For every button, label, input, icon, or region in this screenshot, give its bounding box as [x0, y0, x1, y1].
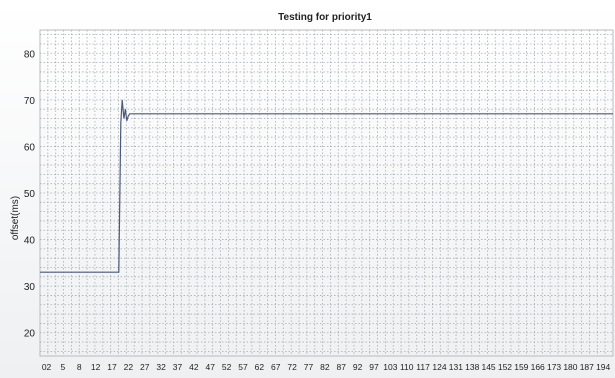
x-tick-label: 159: [514, 362, 528, 372]
x-tick-label: 72: [287, 362, 297, 372]
x-tick-label: 52: [222, 362, 232, 372]
x-tick-label: 187: [580, 362, 594, 372]
x-tick-label: 194: [596, 362, 610, 372]
x-tick-label: 57: [238, 362, 248, 372]
grid-layer: [40, 30, 613, 356]
y-tick-label: 30: [24, 282, 36, 293]
x-tick-label: 77: [304, 362, 314, 372]
x-tick-label: 92: [353, 362, 363, 372]
x-tick-label: 67: [271, 362, 281, 372]
x-tick-label: 5: [61, 362, 66, 372]
x-tick-label: 17: [107, 362, 117, 372]
x-tick-label: 37: [173, 362, 183, 372]
x-tick-label: 47: [206, 362, 216, 372]
y-axis-label: offset(ms): [10, 196, 21, 240]
x-tick-label: 152: [498, 362, 512, 372]
y-tick-label: 60: [24, 142, 36, 153]
x-tick-label: 22: [124, 362, 134, 372]
y-tick-label: 80: [24, 49, 36, 60]
x-tick-label: 32: [156, 362, 166, 372]
chart-title: Testing for priority1: [278, 12, 372, 23]
x-tick-label: 145: [481, 362, 495, 372]
series-layer: [40, 99, 613, 273]
x-tick-label: 124: [432, 362, 446, 372]
x-tick-label: 131: [449, 362, 463, 372]
x-tick-label: 87: [336, 362, 346, 372]
x-tick-label: 27: [140, 362, 150, 372]
x-tick-label: 8: [77, 362, 82, 372]
x-tick-label: 110: [400, 362, 414, 372]
x-tick-label: 166: [531, 362, 545, 372]
x-tick-label: 117: [416, 362, 430, 372]
y-tick-label: 50: [24, 189, 36, 200]
x-tick-label: 42: [189, 362, 199, 372]
x-tick-label: 103: [383, 362, 397, 372]
x-tick-label: 173: [547, 362, 561, 372]
x-tick-label: 82: [320, 362, 330, 372]
series-line: [40, 99, 613, 273]
x-tick-labels: 02 5 8 12 17 22 27 32 37 42 47 52 57 62 67 72 77 82 87 92 97…: [42, 362, 611, 372]
x-tick-label: 02: [42, 362, 52, 372]
y-tick-label: 70: [24, 96, 36, 107]
x-tick-label: 97: [369, 362, 379, 372]
y-tick-label: 40: [24, 236, 36, 247]
x-tick-label: 138: [465, 362, 479, 372]
x-tick-label: 12: [91, 362, 101, 372]
x-tick-label: 62: [255, 362, 265, 372]
y-tick-label: 20: [24, 329, 36, 340]
y-tick-labels: 20 30 40 50 60 70 80: [24, 49, 36, 339]
x-tick-label: 180: [563, 362, 577, 372]
